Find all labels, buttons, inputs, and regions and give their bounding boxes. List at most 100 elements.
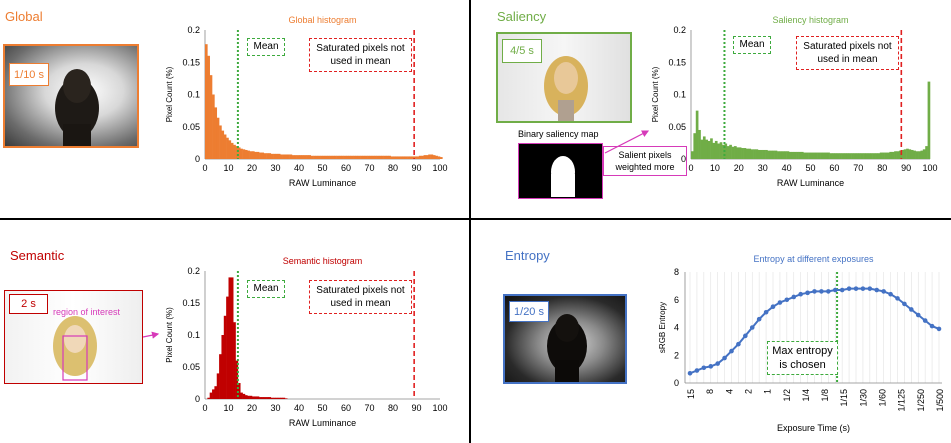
global-bar xyxy=(369,155,373,159)
semantic-saturated-line-1: Saturated pixels not xyxy=(316,285,405,296)
saliency-bar xyxy=(817,152,821,159)
global-bar xyxy=(284,154,288,159)
saliency-bar xyxy=(741,148,744,159)
entropy-point xyxy=(715,361,720,366)
semantic-y-tick-label: 0.15 xyxy=(182,298,200,308)
saliency-bar xyxy=(707,140,711,159)
global-x-tick-label: 40 xyxy=(294,163,304,173)
entropy-exposure-label: 1/20 s xyxy=(509,301,549,322)
global-bar xyxy=(289,154,293,159)
global-bar xyxy=(388,155,391,159)
semantic-x-tick-label: 40 xyxy=(294,403,304,413)
saliency-bar xyxy=(805,152,809,159)
entropy-max-line-2: is chosen xyxy=(779,359,826,371)
global-bar xyxy=(219,125,222,159)
semantic-saturated-line-2: used in mean xyxy=(330,298,391,309)
entropy-point xyxy=(777,300,783,305)
saliency-bar xyxy=(872,153,876,159)
semantic-bar xyxy=(233,322,236,399)
saliency-bar xyxy=(846,153,850,159)
entropy-line-chart: Entropy at different exposures 0 2 4 6 8 15 8 4 2… xyxy=(658,254,945,433)
global-x-tick-label: 60 xyxy=(341,163,351,173)
entropy-max-box: Max entropy is chosen xyxy=(767,341,838,375)
semantic-bar xyxy=(256,396,260,399)
semantic-bar xyxy=(270,397,274,399)
entropy-x-tick-label: 1/30 xyxy=(858,389,868,407)
entropy-x-tick-label: 4 xyxy=(724,389,734,394)
entropy-x-tick-label: 1/60 xyxy=(878,389,888,407)
entropy-point xyxy=(909,307,914,312)
saliency-bar xyxy=(781,151,785,159)
saliency-bar xyxy=(848,153,852,159)
saliency-bar xyxy=(886,152,890,159)
global-bar xyxy=(247,150,250,159)
saliency-exposure-label: 4/5 s xyxy=(502,39,542,63)
saliency-bar xyxy=(729,144,732,159)
entropy-point xyxy=(839,287,845,293)
entropy-point xyxy=(770,304,776,309)
global-bar xyxy=(322,155,326,159)
saliency-bar xyxy=(705,139,709,159)
entropy-max-line-1: Max entropy xyxy=(772,345,833,357)
saliency-bar xyxy=(755,149,759,159)
global-bar xyxy=(230,142,234,159)
global-bar xyxy=(308,155,312,159)
global-bar xyxy=(362,155,366,159)
global-bar xyxy=(383,155,387,159)
semantic-x-tick-label: 90 xyxy=(411,403,421,413)
saliency-bar xyxy=(698,129,701,159)
global-bar xyxy=(409,156,413,159)
global-bar xyxy=(254,151,257,159)
global-bar xyxy=(287,154,290,159)
global-photo: 1/10 s xyxy=(3,44,139,148)
saliency-bar xyxy=(722,144,725,159)
figurine-silhouette-icon xyxy=(547,314,587,382)
saliency-bar xyxy=(851,153,854,159)
global-x-tick-label: 30 xyxy=(270,163,280,173)
entropy-y-tick-label: 2 xyxy=(674,350,679,360)
saliency-bar xyxy=(772,150,775,159)
semantic-bar xyxy=(249,395,253,399)
saliency-bar xyxy=(734,146,737,159)
entropy-x-tick-label: 1/125 xyxy=(897,389,907,412)
global-bar xyxy=(378,155,382,159)
saliency-photo: 4/5 s xyxy=(496,32,632,123)
salient-pixels-note: Salient pixels weighted more xyxy=(603,146,687,176)
global-bar xyxy=(263,153,267,159)
saliency-bar xyxy=(824,152,828,159)
global-bar xyxy=(350,155,354,159)
saliency-bar xyxy=(889,151,893,159)
global-bar xyxy=(207,55,210,159)
global-exposure-label: 1/10 s xyxy=(9,63,49,86)
semantic-bar xyxy=(280,397,283,399)
saliency-bar xyxy=(691,151,694,159)
saliency-bar xyxy=(815,152,818,159)
global-bar xyxy=(355,155,359,159)
saliency-bar xyxy=(748,148,752,159)
saliency-x-axis-label: RAW Luminance xyxy=(777,178,844,188)
semantic-bar xyxy=(244,395,248,399)
global-bar xyxy=(341,155,344,159)
semantic-x-tick-label: 20 xyxy=(247,403,257,413)
entropy-y-tick-label: 6 xyxy=(674,295,679,305)
semantic-bar xyxy=(209,392,213,399)
saliency-x-tick-label: 90 xyxy=(901,163,911,173)
saliency-x-tick-label: 50 xyxy=(805,163,815,173)
entropy-x-tick-label: 1/15 xyxy=(839,389,849,407)
global-x-tick-label: 80 xyxy=(388,163,398,173)
global-bar xyxy=(376,155,380,159)
saliency-bar xyxy=(714,140,718,159)
semantic-bar xyxy=(254,396,257,399)
entropy-y-tick-label: 4 xyxy=(674,323,679,333)
global-bar xyxy=(416,156,420,159)
semantic-y-tick-label: 0 xyxy=(195,394,200,404)
global-bar xyxy=(371,155,375,159)
entropy-y-axis-label: sRGB Entropy xyxy=(658,302,667,353)
global-bar xyxy=(313,155,316,159)
global-bar xyxy=(299,155,302,159)
saliency-bar xyxy=(918,151,921,159)
entropy-x-tick-label: 1/8 xyxy=(820,389,830,402)
saliency-bar xyxy=(731,146,735,159)
global-bar xyxy=(256,151,260,159)
semantic-bar xyxy=(277,397,281,399)
